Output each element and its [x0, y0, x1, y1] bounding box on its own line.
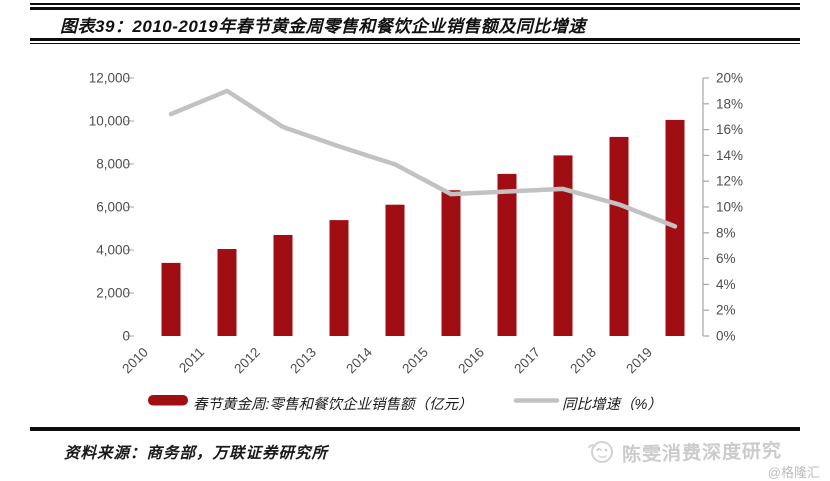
sales-bars: [161, 119, 685, 336]
legend: 春节黄金周:零售和餐饮企业销售额（亿元） 同比增速（%）: [148, 395, 662, 413]
left-axis-tick-label: 8,000: [96, 157, 130, 172]
bar: [385, 204, 405, 336]
left-axis-tick-label: 4,000: [96, 243, 130, 258]
page-title: 图表39：2010-2019年春节黄金周零售和餐饮企业销售额及同比增速: [60, 17, 586, 36]
legend-bar-label: 春节黄金周:零售和餐饮企业销售额（亿元）: [193, 396, 473, 413]
right-axis-tick-label: 14%: [716, 148, 743, 163]
x-axis-tick-label: 2014: [343, 344, 375, 376]
right-axis-tick-label: 4%: [716, 277, 736, 292]
bar: [497, 173, 517, 336]
x-axis-tick-label: 2012: [231, 345, 263, 377]
right-axis-tick-label: 20%: [716, 71, 743, 86]
right-axis-tick-label: 0%: [716, 329, 736, 344]
right-axis-tick-label: 16%: [716, 122, 743, 137]
left-axis-tick-label: 2,000: [96, 286, 130, 301]
left-axis-tick-label: 6,000: [96, 200, 130, 215]
header-top-thick-rule: [30, 7, 800, 10]
bar: [329, 220, 349, 336]
winking-face-icon: [588, 440, 613, 463]
header-bottom-thin-rule: [30, 42, 800, 44]
x-axis-labels: 2010 2011 2012 2013 2014 2015 2016 2017 2018 2019: [119, 344, 655, 376]
x-axis-tick-label: 2016: [455, 345, 487, 377]
watermark: 陈雯消费深度研究 @格隆汇: [586, 438, 822, 480]
legend-bar-swatch: [148, 395, 188, 406]
left-axis-tick-label: 12,000: [89, 71, 130, 86]
right-axis-tick-label: 2%: [716, 303, 736, 318]
right-axis-tick-label: 10%: [716, 200, 743, 215]
x-axis-tick-label: 2010: [119, 345, 151, 377]
x-axis-tick-label: 2015: [399, 345, 431, 377]
x-axis-tick-label: 2019: [623, 345, 655, 377]
left-axis-tick-label: 0: [122, 329, 130, 344]
source-note: 资料来源：商务部，万联证券研究所: [64, 445, 329, 462]
right-axis-tick-label: 12%: [716, 174, 743, 189]
x-axis-tick-label: 2011: [176, 345, 207, 376]
legend-line-label: 同比增速（%）: [562, 396, 662, 413]
combo-chart: 0 2,000 4,000 6,000 8,000 10,000 12,000 0% 2% 4% 6…: [89, 71, 743, 414]
bar: [553, 155, 573, 336]
left-axis: 0 2,000 4,000 6,000 8,000 10,000 12,000: [89, 71, 134, 344]
growth-line: [168, 88, 678, 229]
right-axis-tick-label: 8%: [716, 225, 736, 240]
right-axis-tick-label: 18%: [716, 96, 743, 111]
header-bottom-thick-rule: [30, 37, 800, 41]
x-axis-tick-label: 2013: [287, 345, 319, 377]
watermark-handle: @格隆汇: [767, 465, 820, 480]
bar: [161, 262, 181, 336]
watermark-text: 陈雯消费深度研究: [621, 440, 783, 467]
bar: [609, 136, 629, 336]
left-axis-tick-label: 10,000: [89, 114, 130, 129]
x-axis-tick-label: 2017: [511, 345, 543, 377]
x-axis-tick-label: 2018: [567, 345, 599, 377]
footer-rule: [30, 427, 800, 431]
right-axis-tick-label: 6%: [716, 251, 736, 266]
bar: [441, 190, 461, 336]
bar: [217, 249, 237, 336]
bar: [273, 234, 293, 336]
right-axis: 0% 2% 4% 6% 8% 10% 12% 14% 16% 18% 20%: [702, 71, 743, 344]
header-top-thin-rule: [30, 3, 800, 5]
